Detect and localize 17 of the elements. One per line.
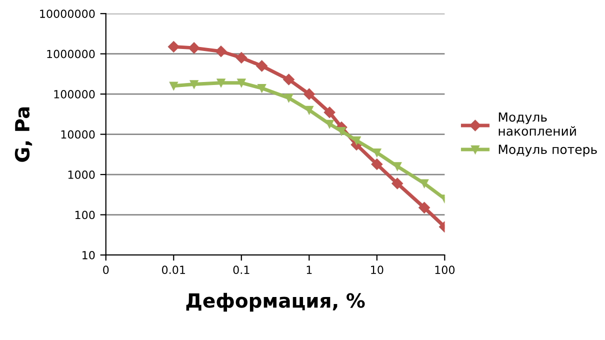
y-tick-label: 1000000 — [47, 50, 95, 58]
y-tick-label: 100000 — [54, 90, 95, 98]
y-tick-label: 100 — [75, 210, 95, 220]
y-tick-label: 10000 — [61, 130, 95, 139]
x-tick-label: 100 — [435, 266, 455, 274]
y-tick-label: 10 — [82, 250, 95, 260]
x-tick-label: 10 — [371, 266, 384, 274]
x-tick-label: 1 — [306, 266, 312, 274]
legend-label: Модуль накоплений — [498, 112, 576, 136]
x-tick-label: 0.1 — [233, 266, 250, 274]
y-axis-title: G, Pa — [14, 107, 32, 162]
y-tick-label: 10000000 — [40, 10, 95, 18]
legend-label: Модуль потерь — [498, 144, 597, 157]
x-tick-label: 0 — [103, 266, 109, 274]
x-axis-title: Деформация, % — [186, 292, 365, 312]
y-tick-label: 1000 — [68, 170, 95, 179]
x-tick-label: 0.01 — [162, 266, 185, 274]
